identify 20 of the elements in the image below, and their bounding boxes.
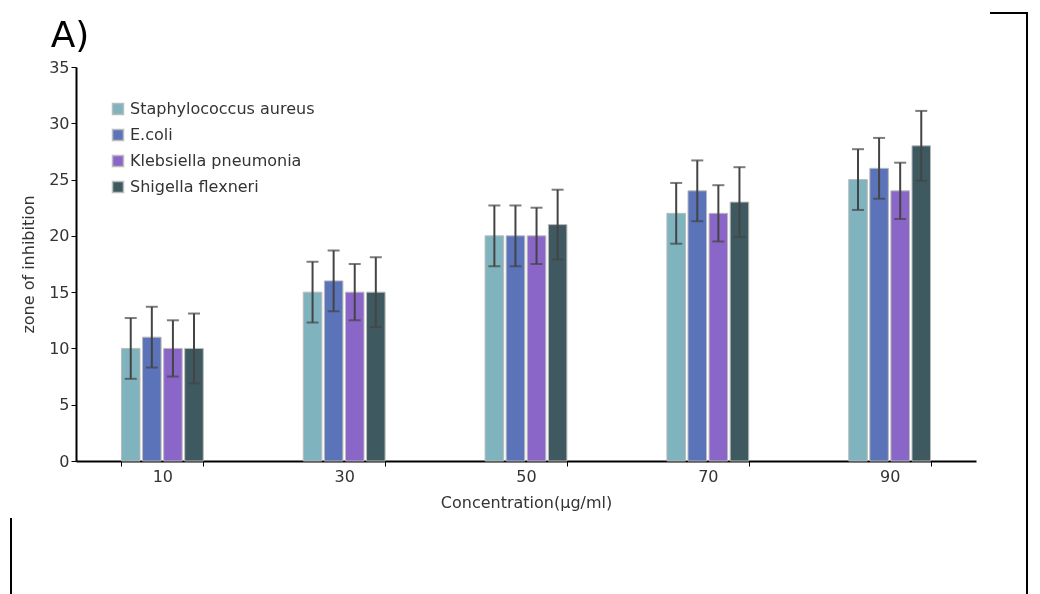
- x-tick-label: 50: [516, 466, 537, 486]
- legend-label: Klebsiella pneumonia: [130, 151, 302, 170]
- y-tick-label: 35: [49, 57, 70, 77]
- y-tick-label: 5: [59, 395, 70, 415]
- y-axis-title: zone of inhibition: [19, 195, 39, 334]
- x-tick-label: 30: [334, 466, 355, 486]
- y-tick-label: 10: [49, 338, 70, 358]
- x-tick-label: 70: [698, 466, 719, 486]
- y-tick-label: 20: [49, 226, 70, 246]
- legend-label: Staphylococcus aureus: [130, 99, 315, 118]
- y-tick-label: 15: [49, 282, 70, 302]
- legend-label: E.coli: [130, 125, 173, 144]
- chart-title: A): [50, 14, 90, 55]
- x-tick-label: 10: [152, 466, 174, 486]
- y-tick-label: 25: [49, 170, 70, 190]
- x-tick-label: 90: [879, 466, 901, 486]
- y-tick-label: 30: [49, 113, 70, 133]
- legend-label: Shigella flexneri: [130, 177, 259, 196]
- x-axis-title: Concentration(μg/ml): [440, 492, 613, 512]
- y-tick-label: 0: [59, 451, 70, 471]
